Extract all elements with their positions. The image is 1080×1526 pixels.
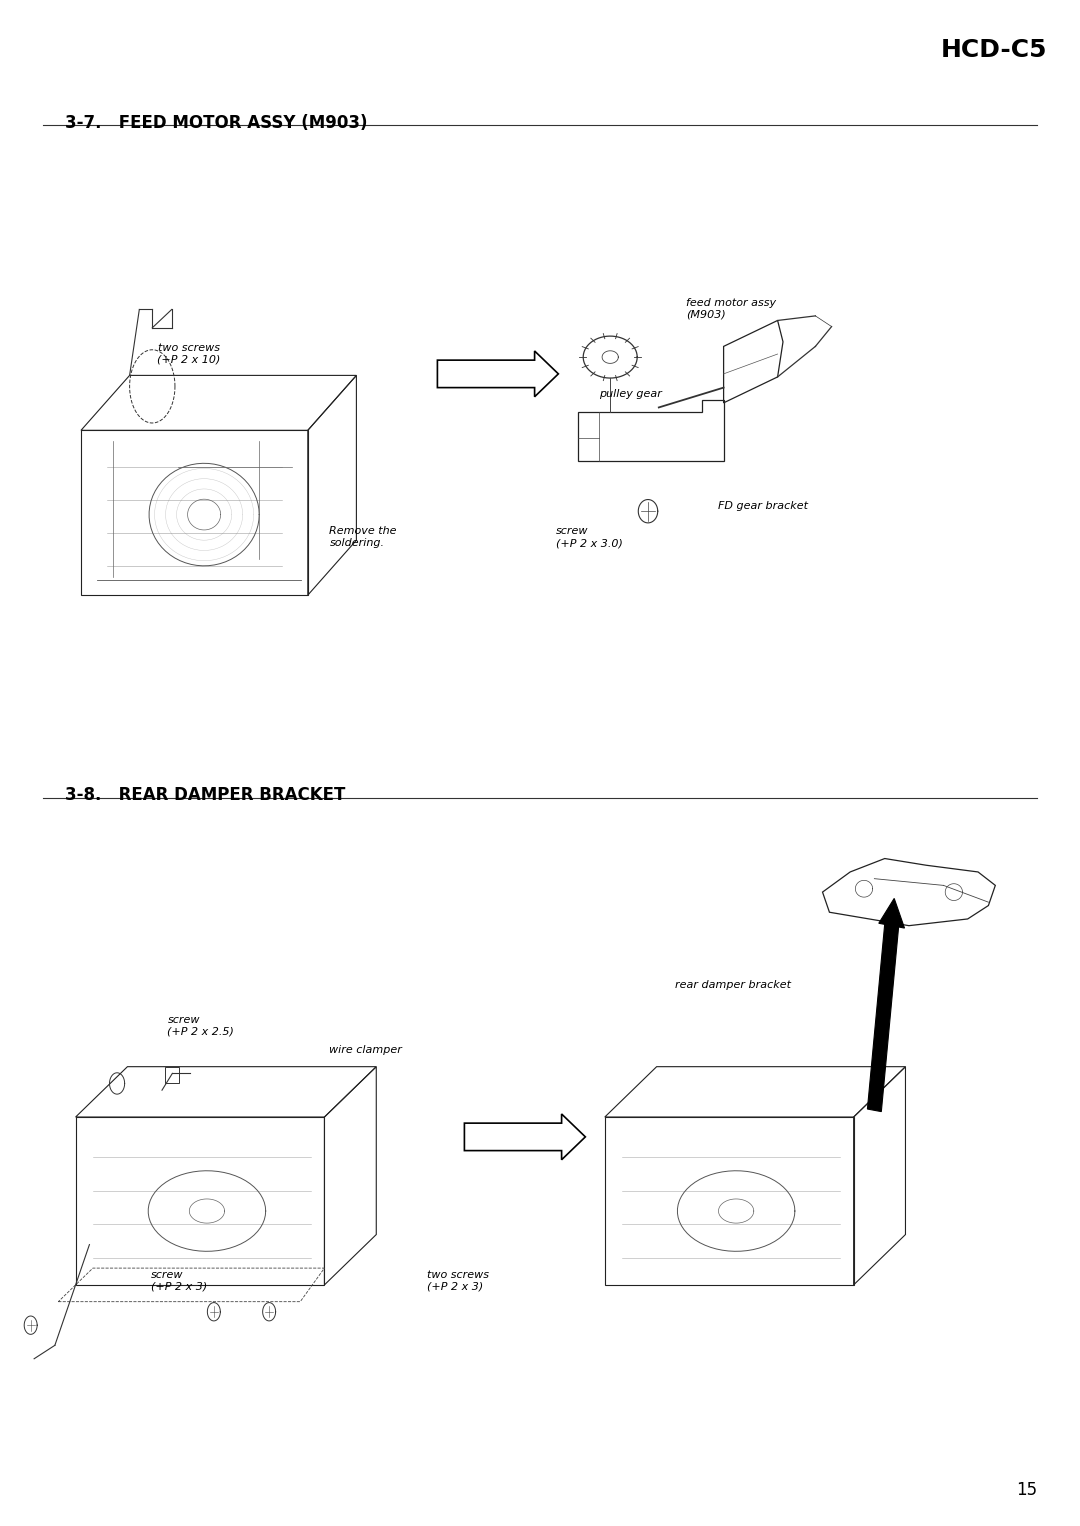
- FancyArrow shape: [867, 899, 904, 1111]
- Text: two screws
(+P 2 x 3): two screws (+P 2 x 3): [427, 1270, 488, 1291]
- Text: FD gear bracket: FD gear bracket: [718, 501, 808, 511]
- FancyArrow shape: [437, 351, 558, 397]
- Text: wire clamper: wire clamper: [329, 1045, 402, 1056]
- Text: screw
(+P 2 x 3.0): screw (+P 2 x 3.0): [556, 526, 623, 548]
- Text: pulley gear: pulley gear: [599, 389, 662, 400]
- Text: screw
(+P 2 x 3): screw (+P 2 x 3): [151, 1270, 207, 1291]
- Text: two screws
(+P 2 x 10): two screws (+P 2 x 10): [158, 343, 220, 365]
- FancyArrow shape: [464, 1114, 585, 1160]
- Text: 3-8.   REAR DAMPER BRACKET: 3-8. REAR DAMPER BRACKET: [65, 786, 346, 804]
- Text: feed motor assy
(M903): feed motor assy (M903): [686, 298, 775, 319]
- Text: 15: 15: [1015, 1480, 1037, 1499]
- Text: rear damper bracket: rear damper bracket: [675, 980, 791, 990]
- Text: 3-7.   FEED MOTOR ASSY (M903): 3-7. FEED MOTOR ASSY (M903): [65, 114, 367, 133]
- Text: screw
(+P 2 x 2.5): screw (+P 2 x 2.5): [167, 1015, 234, 1036]
- Text: Remove the
soldering.: Remove the soldering.: [329, 526, 397, 548]
- Text: HCD-C5: HCD-C5: [941, 38, 1048, 63]
